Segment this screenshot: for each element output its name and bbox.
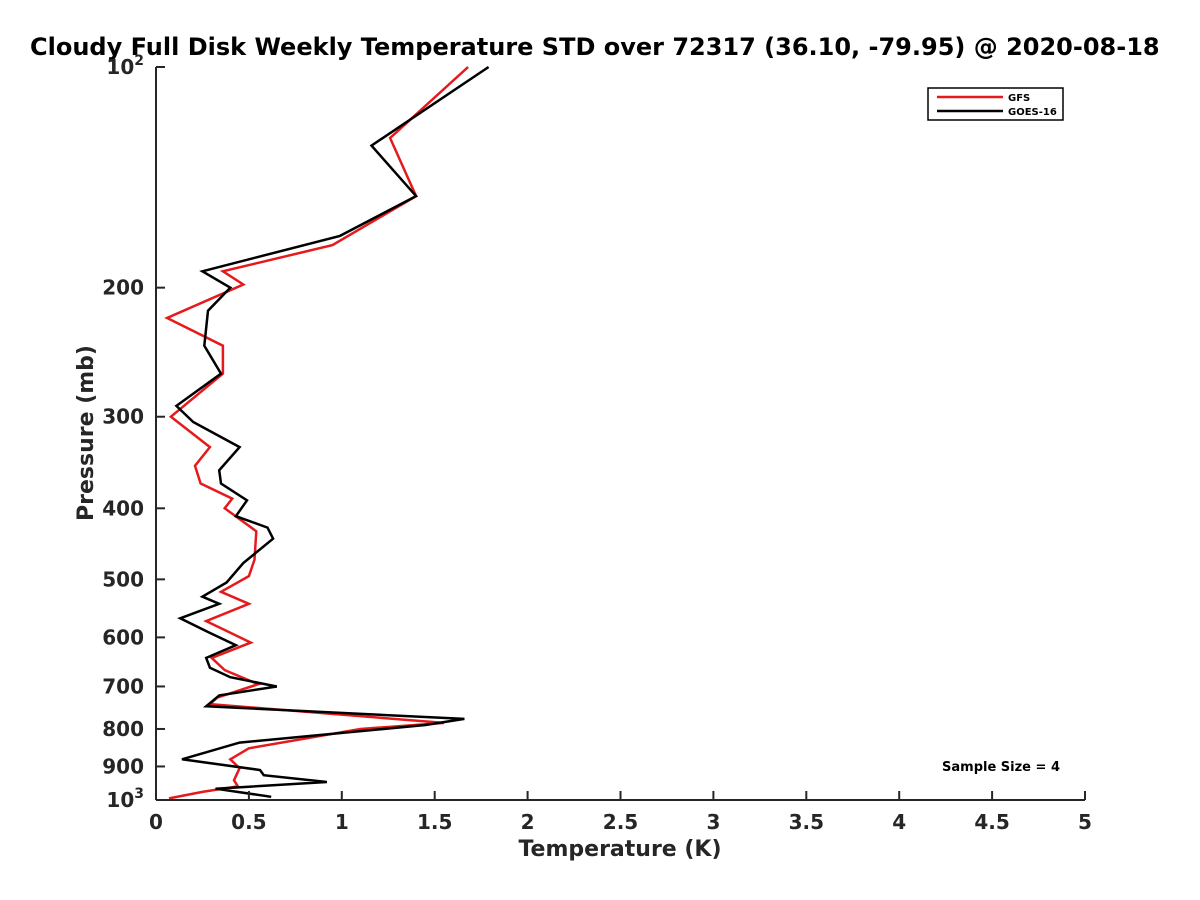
ticks-layer: 0 0.5 1 1.5 2 2.5 3 3.5 4 4.5 5 102 200 300 400 500 600 7… [102,53,1092,834]
y-tick-label: 800 [102,717,144,741]
y-tick-label: 300 [102,405,144,429]
y-tick-label: 200 [102,276,144,300]
legend-label-gfs: GFS [1008,93,1030,104]
x-axis-label: Temperature (K) [518,837,721,862]
x-tick-label: 1.5 [417,810,452,834]
y-tick-label: 500 [102,567,144,591]
x-tick-label: 2 [521,810,535,834]
x-tick-label: 2.5 [603,810,638,834]
legend-label-goes16: GOES-16 [1008,107,1057,118]
legend-box [927,87,1064,121]
x-tick-label: 3 [706,810,720,834]
legend: GFS GOES-16 [927,87,1064,121]
x-tick-label: 3.5 [789,810,824,834]
x-tick-label: 4 [892,810,906,834]
series-line-goes16 [174,65,490,799]
chart-title: Cloudy Full Disk Weekly Temperature STD … [30,33,1160,61]
y-tick-label: 700 [102,674,144,698]
y-tick-label: 400 [102,496,144,520]
x-tick-label: 0 [149,810,163,834]
y-tick-label: 102 [106,53,144,79]
x-tick-label: 4.5 [974,810,1009,834]
x-tick-label: 0.5 [231,810,266,834]
series-layer [164,65,490,800]
y-tick-label: 900 [102,754,144,778]
y-tick-label: 103 [106,786,144,812]
sample-size-annotation: Sample Size = 4 [942,760,1060,775]
x-tick-label: 5 [1078,810,1092,834]
y-tick-label: 600 [102,625,144,649]
series-line-gfs [164,66,469,800]
x-tick-label: 1 [335,810,349,834]
y-axis-label: Pressure (mb) [74,345,99,521]
axes-layer [155,67,1085,801]
